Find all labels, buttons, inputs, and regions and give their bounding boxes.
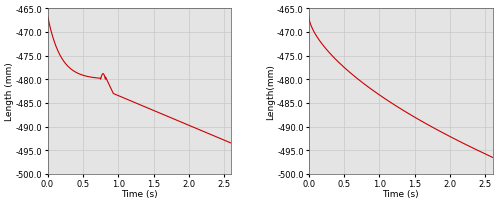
X-axis label: Time (s): Time (s)	[382, 189, 419, 198]
Y-axis label: Length (mm): Length (mm)	[6, 62, 15, 121]
Y-axis label: Length(mm): Length(mm)	[266, 64, 276, 119]
X-axis label: Time (s): Time (s)	[121, 189, 158, 198]
